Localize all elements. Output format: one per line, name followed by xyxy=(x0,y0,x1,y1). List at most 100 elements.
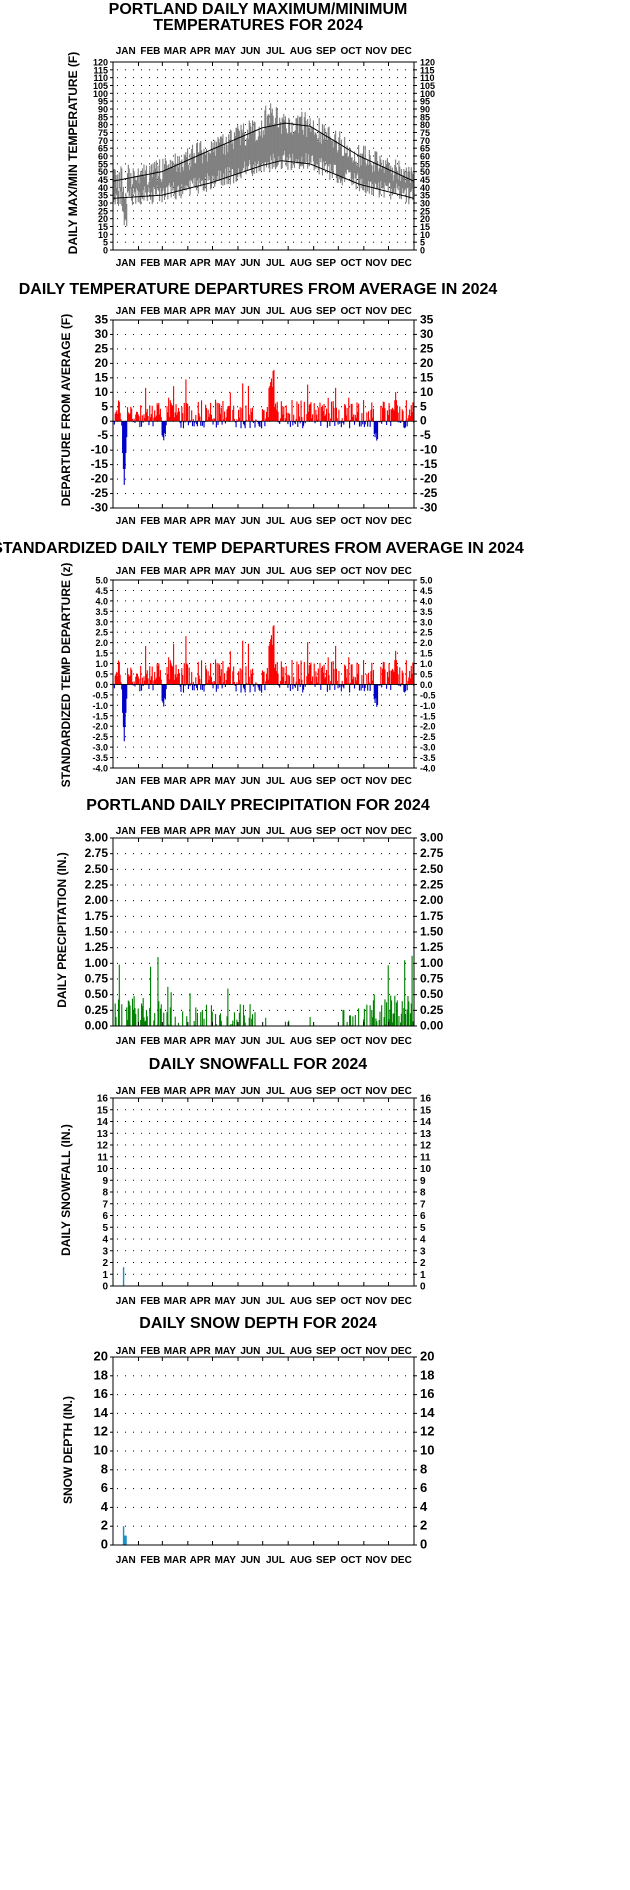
grid-dot xyxy=(365,1238,366,1240)
below-average-bar xyxy=(184,421,186,423)
above-average-bar xyxy=(409,678,412,685)
above-average-bar xyxy=(130,667,132,685)
precip-bar xyxy=(384,999,386,1026)
temp-bar xyxy=(114,169,116,205)
grid-dot xyxy=(405,1238,406,1240)
grid-dot xyxy=(269,77,270,79)
grid-dot xyxy=(237,962,238,964)
month-label-top: AUG xyxy=(290,1086,312,1097)
temp-bar xyxy=(120,166,122,192)
grid-dot xyxy=(245,69,246,71)
above-average-bar xyxy=(214,659,217,685)
precipitation-bars xyxy=(114,955,414,1026)
grid-dot xyxy=(333,1179,334,1181)
above-average-bar xyxy=(173,643,175,685)
temp-bar xyxy=(369,155,371,183)
month-label-bottom: SEP xyxy=(316,776,336,787)
above-average-bar xyxy=(270,378,273,422)
grid-dot xyxy=(125,1273,126,1275)
grid-dot xyxy=(157,1273,158,1275)
above-average-bar xyxy=(131,669,133,685)
grid-dot xyxy=(205,757,206,759)
grid-dot xyxy=(173,241,174,243)
grid-dot xyxy=(373,1144,374,1146)
grid-dot xyxy=(117,1262,118,1263)
grid-dot xyxy=(285,978,286,980)
grid-dot xyxy=(253,92,254,94)
grid-dot xyxy=(149,226,150,227)
grid-dot xyxy=(325,725,326,727)
above-average-bar xyxy=(238,417,240,422)
above-average-bar xyxy=(173,417,175,422)
grid-dot xyxy=(149,715,150,717)
above-average-bar xyxy=(114,675,116,685)
grid-dot xyxy=(181,757,182,759)
temp-bar xyxy=(310,132,312,164)
grid-dot xyxy=(389,202,390,204)
below-average-bar xyxy=(378,684,380,686)
temp-bar xyxy=(214,140,216,187)
grid-dot xyxy=(389,139,390,141)
temp-bar xyxy=(121,168,123,206)
temp-bar xyxy=(287,133,289,170)
y-tick-label-right: 1.0 xyxy=(420,659,433,669)
above-average-bar xyxy=(279,681,282,685)
above-average-bar xyxy=(411,412,413,422)
grid-dot xyxy=(229,1273,230,1275)
grid-dot xyxy=(341,1262,342,1263)
month-label-top: OCT xyxy=(341,566,362,577)
temp-bar xyxy=(221,137,223,178)
grid-dot xyxy=(133,915,134,917)
above-average-bar xyxy=(191,410,193,422)
grid-dot xyxy=(325,218,326,220)
grid-dot xyxy=(237,362,238,364)
grid-dot xyxy=(213,226,214,227)
y-tick-label-left: 25 xyxy=(98,206,108,216)
grid-dot xyxy=(237,218,238,220)
grid-dot xyxy=(221,348,222,350)
month-label-bottom: JUN xyxy=(240,1296,260,1307)
grid-dot xyxy=(245,493,246,495)
above-average-bar xyxy=(280,401,282,422)
below-average-bar xyxy=(212,421,214,425)
grid-dot xyxy=(365,1273,366,1275)
above-average-bar xyxy=(261,409,263,422)
precip-bar xyxy=(214,1013,217,1026)
above-average-bar xyxy=(408,415,410,422)
grid-dot xyxy=(309,179,310,180)
grid-dot xyxy=(181,1273,182,1275)
grid-dot xyxy=(325,673,326,675)
y-tick-label-right: 25 xyxy=(420,341,434,355)
above-average-bar xyxy=(128,676,130,685)
grid-dot xyxy=(141,77,142,79)
grid-dot xyxy=(365,124,366,126)
grid-dot xyxy=(269,994,270,996)
temp-bar xyxy=(258,126,260,172)
y-tick-label-left: 2.50 xyxy=(85,862,109,876)
grid-dot xyxy=(205,915,206,917)
grid-dot xyxy=(165,1262,166,1263)
grid-dot xyxy=(253,163,254,165)
grid-dot xyxy=(333,1273,334,1275)
below-average-bar xyxy=(376,684,379,705)
below-average-bar xyxy=(184,684,186,686)
grid-dot xyxy=(381,391,382,393)
grid-dot xyxy=(325,1144,326,1146)
temp-bar xyxy=(386,164,388,187)
temp-bar xyxy=(212,142,214,184)
grid-dot xyxy=(165,1273,166,1275)
above-average-bar xyxy=(146,670,148,685)
below-average-bar xyxy=(342,421,344,424)
y-tick-label-left: -5 xyxy=(97,428,108,442)
grid-dot xyxy=(357,994,358,996)
grid-dot xyxy=(149,147,150,149)
grid-dot xyxy=(365,642,366,644)
precip-bar xyxy=(236,1019,238,1026)
grid-dot xyxy=(357,124,358,126)
above-average-bar xyxy=(389,670,391,685)
above-average-bar xyxy=(316,414,318,422)
temp-bar xyxy=(292,134,294,154)
above-average-bar xyxy=(400,420,402,422)
grid-dot xyxy=(365,621,366,623)
grid-dot xyxy=(293,186,294,188)
